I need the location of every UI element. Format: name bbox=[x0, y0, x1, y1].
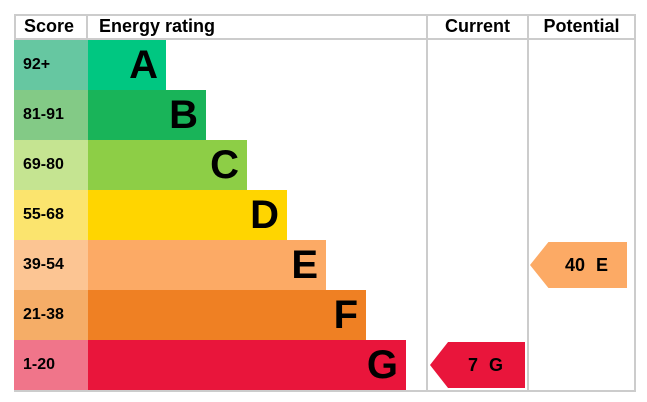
bar-cell-f: F bbox=[88, 290, 426, 340]
bar-cell-e: E bbox=[88, 240, 426, 290]
energy-bar-c: C bbox=[88, 140, 247, 190]
potential-rating-arrow: 40 E bbox=[530, 242, 627, 288]
score-cell-a: 92+ bbox=[14, 40, 88, 90]
bar-cell-a: A bbox=[88, 40, 426, 90]
current-column: 7 G bbox=[426, 40, 527, 390]
score-cell-b: 81-91 bbox=[14, 90, 88, 140]
energy-bar-e: E bbox=[88, 240, 326, 290]
header-score: Score bbox=[14, 16, 88, 40]
header-energy-rating: Energy rating bbox=[88, 16, 426, 40]
bar-cell-d: D bbox=[88, 190, 426, 240]
bar-cell-c: C bbox=[88, 140, 426, 190]
current-rating-arrow: 7 G bbox=[430, 342, 525, 388]
header-current: Current bbox=[426, 16, 527, 40]
bar-cell-b: B bbox=[88, 90, 426, 140]
current-rating-label: 7 G bbox=[467, 354, 503, 375]
energy-bar-d: D bbox=[88, 190, 287, 240]
potential-rating-label: 40 E bbox=[564, 254, 609, 275]
score-cell-e: 39-54 bbox=[14, 240, 88, 290]
energy-bar-g: G bbox=[88, 340, 406, 390]
header-potential: Potential bbox=[527, 16, 634, 40]
energy-bar-a: A bbox=[88, 40, 166, 90]
potential-column: 40 E bbox=[527, 40, 634, 390]
score-cell-c: 69-80 bbox=[14, 140, 88, 190]
score-cell-g: 1-20 bbox=[14, 340, 88, 390]
epc-table: Score Energy rating Current Potential 7 … bbox=[14, 14, 636, 392]
energy-bar-f: F bbox=[88, 290, 366, 340]
energy-bar-b: B bbox=[88, 90, 206, 140]
score-cell-f: 21-38 bbox=[14, 290, 88, 340]
bar-cell-g: G bbox=[88, 340, 426, 390]
score-cell-d: 55-68 bbox=[14, 190, 88, 240]
